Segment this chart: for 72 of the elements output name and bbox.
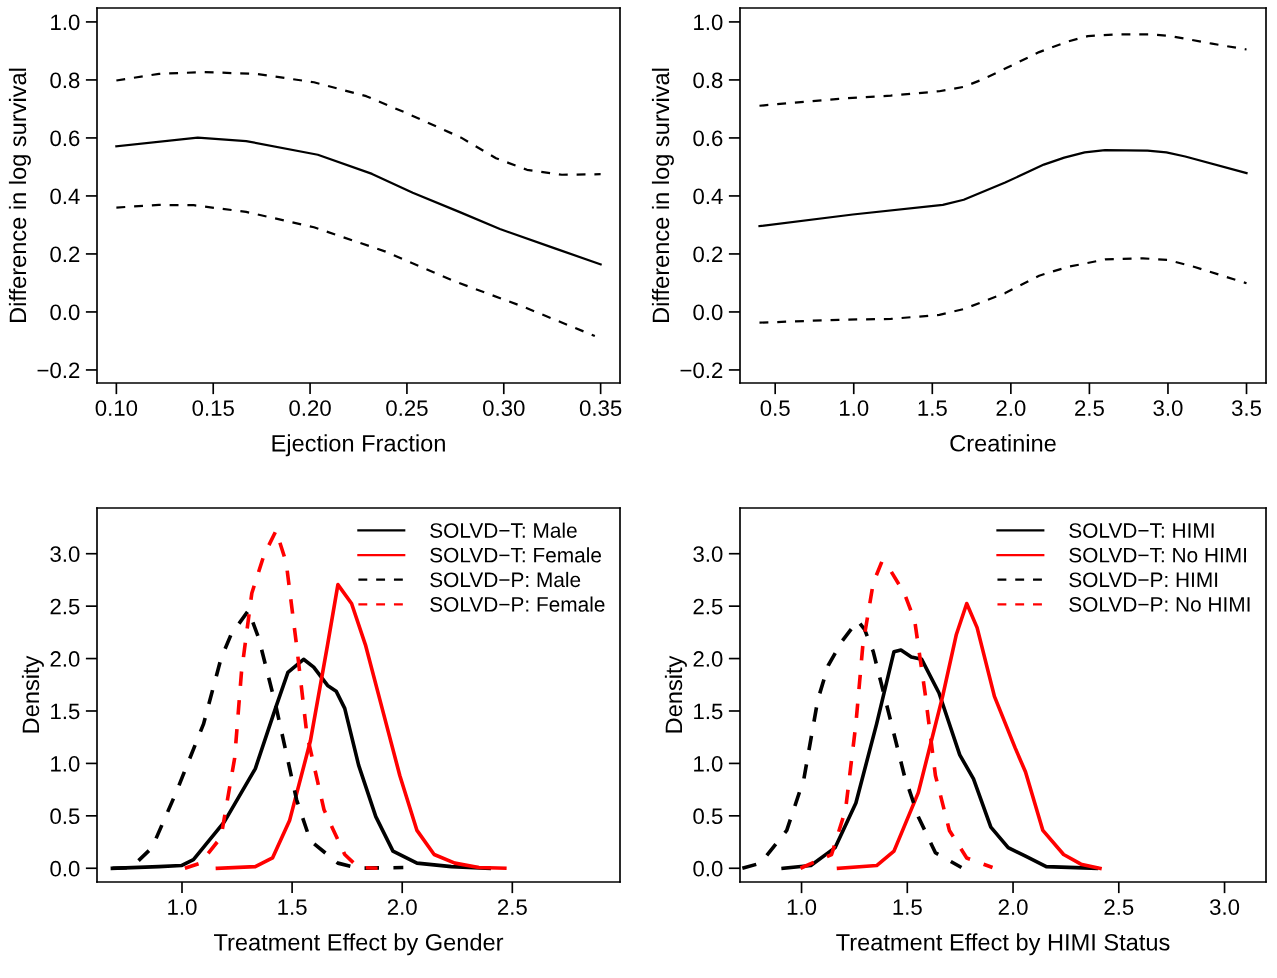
x-tick-label: 1.5 (893, 899, 922, 915)
y-axis-title: Difference in log survival (8, 68, 31, 322)
y-tick-label: 1.0 (51, 14, 80, 31)
line-series (758, 149, 1248, 228)
y-tick-label: 0.6 (50, 130, 80, 147)
y-axis-title: Density (21, 655, 44, 733)
x-tick-label: 2.0 (387, 899, 417, 915)
y-tick-label: 1.5 (694, 703, 723, 720)
y-tick-label: 3.0 (50, 546, 80, 562)
x-tick-label: 1.5 (278, 899, 307, 915)
y-tick-label: 2.0 (693, 651, 723, 667)
x-tick-label: 2.5 (1075, 400, 1104, 416)
y-tick-label: 1.0 (51, 755, 80, 772)
x-axis-title: Treatment Effect by Gender (214, 933, 504, 956)
y-axis-title: Difference in log survival (651, 68, 674, 322)
x-axis-title: Treatment Effect by HIMI Status (836, 933, 1170, 956)
y-tick-label: 0.8 (50, 72, 80, 89)
x-tick-label: 3.0 (1153, 400, 1183, 416)
y-tick-label: 0.6 (693, 130, 723, 147)
x-tick-label: 1.0 (840, 400, 869, 416)
y-tick-label: 0.0 (50, 304, 80, 321)
x-tick-label: 0.15 (192, 400, 234, 416)
y-tick-label: 1.5 (51, 703, 80, 720)
y-tick-label: 2.5 (693, 598, 723, 615)
x-tick-label: 2.0 (996, 400, 1026, 416)
legend-label: SOLVD−P: No HIMI (1069, 597, 1250, 612)
x-tick-label: 1.0 (787, 899, 817, 915)
y-tick-label: 0.5 (50, 808, 80, 825)
y-tick-label: 0.4 (693, 188, 723, 205)
y-tick-label: 2.5 (50, 598, 80, 615)
x-tick-label: 0.5 (760, 400, 790, 416)
y-tick-label: 0.2 (50, 246, 80, 263)
x-axis-title: Ejection Fraction (272, 434, 445, 457)
y-tick-label: 0.8 (693, 72, 723, 89)
line-series (115, 203, 596, 338)
legend-label: SOLVD−P: Female (430, 596, 605, 612)
x-tick-label: 0.25 (386, 400, 428, 416)
y-tick-label: 1.0 (694, 14, 723, 31)
y-tick-label: 0.0 (693, 860, 723, 877)
y-axis-title: Density (664, 655, 687, 733)
legend-label: SOLVD−P: HIMI (1069, 572, 1218, 588)
legend-label: SOLVD−T: No HIMI (1069, 547, 1247, 563)
x-tick-label: 1.0 (168, 899, 197, 915)
y-tick-label: 2.0 (50, 651, 80, 667)
y-tick-label: −0.2 (37, 362, 80, 379)
x-tick-label: 2.0 (998, 899, 1028, 915)
legend-label: SOLVD−T: Female (430, 547, 602, 563)
line-series (758, 33, 1248, 107)
legend-label: SOLVD−T: HIMI (1069, 523, 1214, 538)
x-tick-label: 1.5 (918, 400, 947, 416)
y-tick-label: 0.2 (693, 246, 723, 263)
y-tick-label: 0.0 (693, 304, 723, 321)
legend-label: SOLVD−P: Male (430, 571, 581, 588)
y-tick-label: 0.4 (50, 188, 80, 205)
y-tick-label: −0.2 (680, 362, 723, 379)
line-series (758, 257, 1248, 324)
x-tick-label: 3.0 (1209, 899, 1240, 915)
legend-label: SOLVD−T: Male (430, 522, 577, 538)
y-tick-label: 3.0 (693, 546, 723, 562)
x-tick-label: 0.10 (95, 400, 138, 416)
y-tick-label: 0.5 (693, 808, 723, 825)
x-axis-title: Creatinine (950, 434, 1056, 452)
x-tick-label: 2.5 (497, 899, 527, 915)
y-tick-label: 0.0 (50, 860, 80, 877)
x-tick-label: 3.5 (1231, 400, 1262, 416)
x-tick-label: 0.35 (579, 400, 622, 416)
x-tick-label: 2.5 (1104, 899, 1134, 915)
x-tick-label: 0.20 (289, 400, 331, 416)
y-tick-label: 1.0 (694, 755, 723, 772)
line-series (115, 70, 602, 176)
line-series (115, 136, 602, 266)
x-tick-label: 0.30 (483, 400, 525, 416)
